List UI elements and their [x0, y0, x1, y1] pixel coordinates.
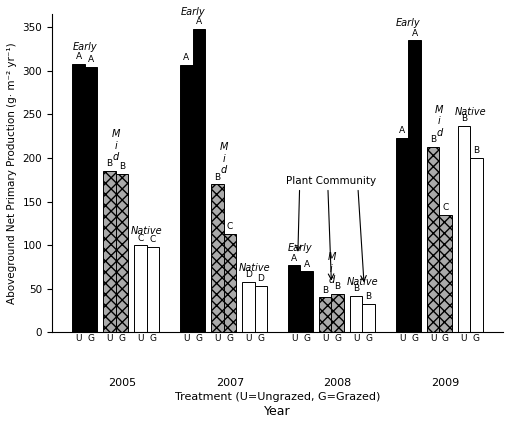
Text: Native: Native: [454, 107, 485, 117]
Text: Plant Community: Plant Community: [286, 176, 376, 186]
Text: B: B: [334, 282, 340, 291]
Text: A: A: [195, 17, 202, 26]
Text: A: A: [303, 260, 309, 269]
Text: D: D: [257, 274, 264, 283]
Text: A: A: [291, 253, 297, 262]
Text: Native: Native: [131, 227, 162, 236]
Text: A: A: [88, 55, 94, 64]
Text: D: D: [244, 270, 251, 279]
Text: M
i
d: M i d: [327, 252, 335, 285]
Bar: [116, 174, 128, 332]
Text: B: B: [460, 114, 466, 123]
Bar: [223, 234, 236, 332]
Bar: [134, 245, 147, 332]
Bar: [192, 29, 205, 332]
Text: C: C: [150, 235, 156, 244]
Bar: [180, 65, 192, 332]
Text: A: A: [183, 53, 189, 62]
Text: M
i
d: M i d: [219, 142, 228, 176]
Text: C: C: [226, 222, 233, 231]
Bar: [288, 265, 300, 332]
Bar: [395, 138, 408, 332]
Text: B: B: [119, 162, 125, 171]
Bar: [438, 215, 451, 332]
Bar: [331, 294, 343, 332]
Text: B: B: [352, 284, 358, 293]
Text: Early: Early: [288, 243, 312, 253]
Text: 2005: 2005: [108, 377, 136, 388]
Text: A: A: [75, 52, 81, 61]
Bar: [147, 247, 159, 332]
Text: B: B: [429, 135, 435, 144]
Bar: [300, 271, 312, 332]
Text: A: A: [398, 127, 404, 135]
Bar: [254, 286, 266, 332]
Text: M
i
d: M i d: [111, 129, 120, 162]
Bar: [349, 296, 362, 332]
Text: Native: Native: [346, 277, 378, 287]
Text: B: B: [472, 147, 478, 155]
Text: C: C: [137, 233, 144, 242]
Text: A: A: [411, 29, 417, 38]
Text: Year: Year: [264, 406, 290, 418]
Text: 2009: 2009: [431, 377, 459, 388]
Text: M
i
d: M i d: [434, 105, 442, 138]
Text: B: B: [365, 292, 371, 301]
Bar: [72, 64, 84, 332]
Bar: [426, 147, 438, 332]
Bar: [211, 184, 223, 332]
Text: B: B: [106, 159, 112, 168]
Text: B: B: [322, 286, 328, 295]
Text: Early: Early: [180, 7, 205, 17]
Bar: [362, 304, 374, 332]
Text: B: B: [214, 173, 220, 181]
Text: Early: Early: [72, 42, 97, 52]
Bar: [457, 126, 469, 332]
Bar: [408, 40, 420, 332]
Bar: [242, 282, 254, 332]
Text: Early: Early: [395, 18, 420, 28]
Text: Native: Native: [238, 263, 270, 273]
Text: 2008: 2008: [323, 377, 351, 388]
Text: Treatment (U=Ungrazed, G=Grazed): Treatment (U=Ungrazed, G=Grazed): [175, 391, 379, 402]
Bar: [103, 171, 116, 332]
Bar: [319, 297, 331, 332]
Y-axis label: Aboveground Net Primary Production (g· m⁻² yr⁻¹): Aboveground Net Primary Production (g· m…: [7, 43, 17, 304]
Text: 2007: 2007: [215, 377, 243, 388]
Bar: [84, 66, 97, 332]
Text: C: C: [441, 203, 448, 212]
Bar: [469, 158, 482, 332]
